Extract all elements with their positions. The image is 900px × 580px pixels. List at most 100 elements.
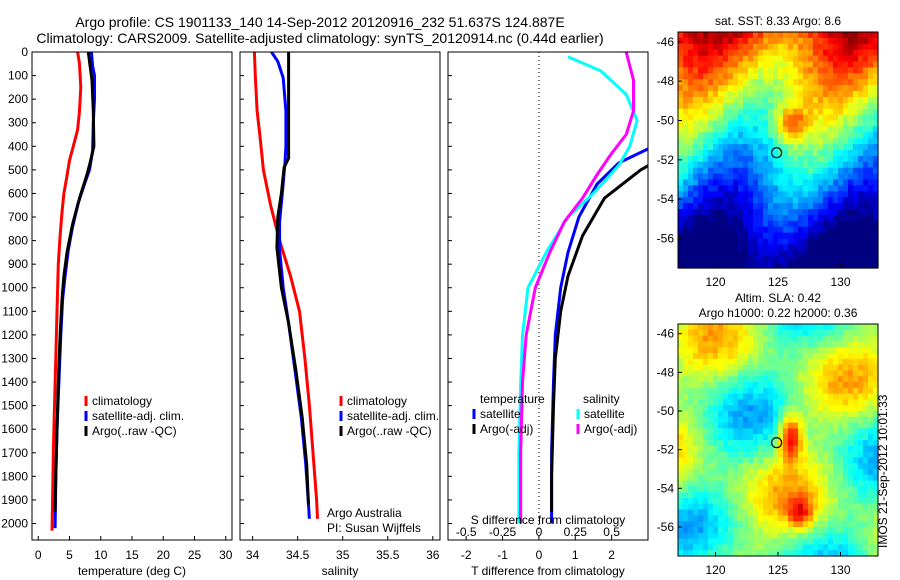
- salinity-legend-label-2: Argo(..raw -QC): [347, 424, 432, 438]
- temperature-x-tick-label: 25: [188, 548, 202, 562]
- differences-s-tick-label: -0.25: [489, 525, 517, 539]
- differences-s-tick-label: 0.5: [603, 525, 620, 539]
- temperature-y-tick-label: 300: [8, 116, 28, 130]
- temperature-y-tick-label: 1000: [1, 281, 28, 295]
- sst_map-y-tick-label: -48: [657, 74, 675, 88]
- sla_map-y-tick-label: -50: [657, 404, 675, 418]
- temperature-series-2: [53, 52, 96, 512]
- title-line-1: Argo profile: CS 1901133_140 14-Sep-2012…: [75, 14, 565, 30]
- temperature-x-tick-label: 10: [94, 548, 108, 562]
- temperature-y-tick-label: 1500: [1, 399, 28, 413]
- differences-top-axis-label: S difference from climatology: [471, 513, 626, 527]
- sst_map-y-tick-label: -52: [657, 153, 675, 167]
- differences-legend-label-3: Argo(-adj): [584, 422, 637, 436]
- salinity-legend-label-1: satellite-adj. clim.: [347, 409, 439, 423]
- sla_map-y-tick-label: -54: [657, 481, 675, 495]
- temperature-y-tick-label: 1600: [1, 422, 28, 436]
- sla-map-subtitle: Argo h1000: 0.22 h2000: 0.36: [699, 306, 858, 320]
- temperature-x-tick-label: 30: [219, 548, 233, 562]
- imos-timestamp: IMOS 21-Sep-2012 10:01:33: [876, 394, 890, 548]
- salinity-plot-frame: [239, 51, 441, 541]
- differences-x-tick-label: 1: [572, 548, 579, 562]
- salinity-series-2: [275, 52, 310, 505]
- sla-map-title: Altim. SLA: 0.42: [735, 291, 821, 305]
- differences-x-tick-label: -2: [461, 548, 472, 562]
- temperature-y-tick-label: 100: [8, 69, 28, 83]
- sst_map-x-tick-label: 120: [705, 275, 725, 289]
- differences-legend-label-2: satellite: [584, 407, 625, 421]
- temperature-x-tick-label: 0: [35, 548, 42, 562]
- differences-s-tick-label: -0.5: [456, 525, 477, 539]
- temperature-y-tick-label: 500: [8, 163, 28, 177]
- temperature-x-tick-label: 20: [157, 548, 171, 562]
- temperature-y-tick-label: 1900: [1, 493, 28, 507]
- salinity-annotation-line-1: Argo Australia: [327, 506, 402, 520]
- sst_map-y-tick-label: -46: [657, 35, 675, 49]
- differences-plot-frame: [447, 51, 649, 541]
- sst_map-x-tick-label: 130: [830, 275, 850, 289]
- sla_map-y-tick-label: -48: [657, 365, 675, 379]
- differences-series-2: [517, 55, 639, 524]
- salinity-x-tick-label: 34.5: [286, 548, 310, 562]
- temperature-y-tick-label: 400: [8, 139, 28, 153]
- sla_map-y-tick-label: -52: [657, 443, 675, 457]
- salinity-x-tick-label: 36: [426, 548, 440, 562]
- temperature-legend-label-0: climatology: [92, 394, 152, 408]
- temperature-x-tick-label: 15: [125, 548, 139, 562]
- salinity-series-0: [252, 52, 319, 519]
- sla_map-field: [678, 324, 879, 557]
- salinity-x-tick-label: 35: [336, 548, 350, 562]
- differences-series-1: [550, 164, 648, 512]
- temperature-y-tick-label: 600: [8, 186, 28, 200]
- sst_map-y-tick-label: -50: [657, 114, 675, 128]
- temperature-y-tick-label: 1800: [1, 469, 28, 483]
- temperature-y-tick-label: 1400: [1, 375, 28, 389]
- sla_map-y-tick-label: -46: [657, 327, 675, 341]
- temperature-y-tick-label: 700: [8, 210, 28, 224]
- sla_map-x-tick-label: 120: [705, 563, 725, 577]
- sst_map-y-tick-label: -56: [657, 232, 675, 246]
- temperature-y-tick-label: 1200: [1, 328, 28, 342]
- differences-x-tick-label: 2: [608, 548, 615, 562]
- differences-x-tick-label: -1: [497, 548, 508, 562]
- differences-legend-label-0: satellite: [480, 407, 521, 421]
- temperature-y-tick-label: 0: [21, 45, 28, 59]
- temperature-x-axis-label: temperature (deg C): [78, 564, 186, 578]
- title-line-2: Climatology: CARS2009. Satellite-adjuste…: [36, 30, 604, 46]
- salinity-x-axis-label: salinity: [322, 564, 359, 578]
- salinity-x-tick-label: 34: [246, 548, 260, 562]
- sst-map-title: sat. SST: 8.33 Argo: 8.6: [715, 14, 841, 28]
- differences-x-axis-label: T difference from climatology: [471, 564, 625, 578]
- temperature-y-tick-label: 200: [8, 92, 28, 106]
- sla_map-x-tick-label: 125: [768, 563, 788, 577]
- temperature-x-tick-label: 5: [66, 548, 73, 562]
- differences-s-tick-label: 0.25: [564, 525, 588, 539]
- temperature-series-1: [53, 52, 96, 529]
- differences-legend-title-salinity: salinity: [583, 392, 620, 406]
- sst_map-field: [678, 32, 879, 269]
- temperature-y-tick-label: 800: [8, 234, 28, 248]
- sla_map-x-tick-label: 130: [830, 563, 850, 577]
- differences-x-tick-label: 0: [536, 548, 543, 562]
- temperature-y-tick-label: 1100: [2, 304, 28, 318]
- temperature-legend-label-2: Argo(..raw -QC): [92, 424, 177, 438]
- salinity-x-tick-label: 35.5: [376, 548, 400, 562]
- salinity-annotation-line-2: PI: Susan Wijffels: [327, 521, 421, 535]
- temperature-y-tick-label: 1700: [1, 446, 28, 460]
- sla_map-argo-position-marker: [770, 437, 783, 449]
- temperature-legend-label-1: satellite-adj. clim.: [92, 409, 184, 423]
- differences-series-3: [519, 52, 635, 524]
- temperature-series-0: [50, 52, 83, 531]
- sst_map-argo-position-marker: [770, 147, 783, 159]
- temperature-y-tick-label: 900: [8, 257, 28, 271]
- sst_map-y-tick-label: -54: [657, 192, 675, 206]
- differences-legend-label-1: Argo(-adj): [480, 422, 533, 436]
- differences-s-tick-label: 0: [536, 525, 543, 539]
- differences-legend-title-temperature: temperature: [480, 392, 545, 406]
- salinity-legend-label-0: climatology: [347, 394, 407, 408]
- temperature-y-tick-label: 2000: [1, 516, 28, 530]
- sst_map-x-tick-label: 125: [768, 275, 788, 289]
- sla_map-y-tick-label: -56: [657, 520, 675, 534]
- temperature-y-tick-label: 1300: [1, 351, 28, 365]
